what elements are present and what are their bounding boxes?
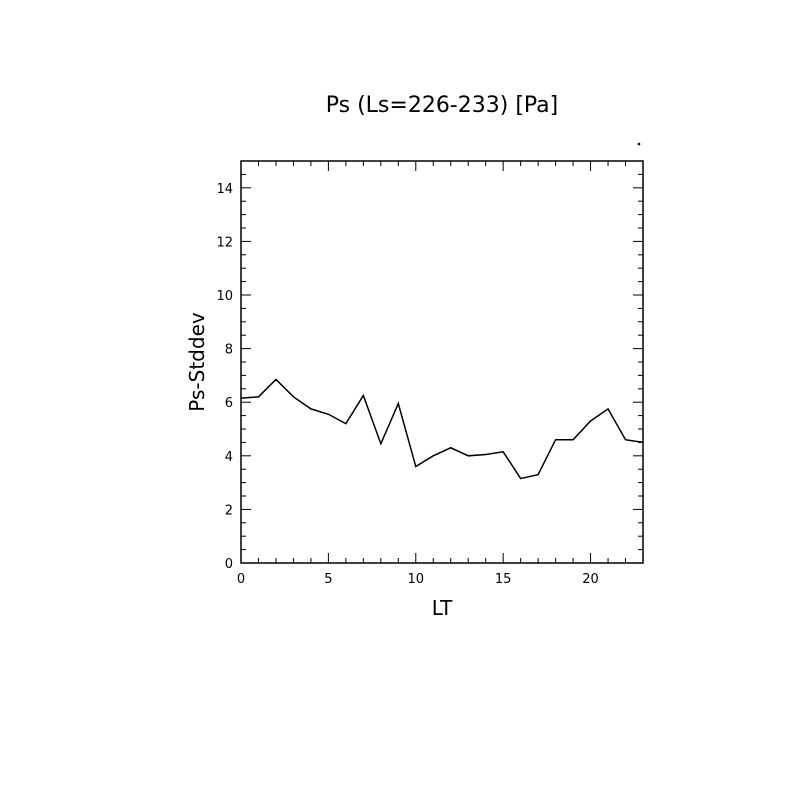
data-point (467, 455, 469, 457)
data-point (590, 420, 592, 422)
data-point (362, 395, 364, 397)
data-point (257, 396, 259, 398)
y-tick-label: 0 (225, 557, 233, 572)
chart-title: Ps (Ls=226-233) [Pa] (326, 93, 559, 118)
data-point (310, 408, 312, 410)
data-point (537, 474, 539, 476)
series-line (240, 378, 644, 480)
corner-dot (637, 142, 641, 146)
x-axis-label: LT (432, 596, 453, 620)
data-point (485, 453, 487, 455)
data-point (327, 413, 329, 415)
y-tick-label: 14 (216, 182, 233, 197)
x-ticks (240, 161, 644, 563)
data-point (642, 441, 644, 443)
y-tick-labels: 0 2 4 6 8 10 12 14 (216, 182, 233, 572)
data-point (520, 478, 522, 480)
data-point (625, 439, 627, 441)
plot-frame (240, 160, 644, 564)
x-tick-label: 10 (408, 572, 425, 587)
y-tick-label: 8 (225, 343, 233, 358)
y-tick-label: 12 (216, 235, 233, 250)
y-tick-label: 10 (216, 289, 233, 304)
data-point (432, 455, 434, 457)
data-point (380, 443, 382, 445)
x-tick-label: 15 (495, 572, 512, 587)
data-point (572, 439, 574, 441)
y-tick-label: 6 (225, 396, 233, 411)
y-tick-label: 2 (225, 503, 233, 518)
y-ticks (241, 160, 643, 564)
x-tick-labels: 0 5 10 15 20 (237, 572, 599, 587)
data-point (607, 408, 609, 410)
data-point (555, 439, 557, 441)
data-point (450, 447, 452, 449)
data-point (240, 397, 242, 399)
data-point (397, 403, 399, 405)
x-tick-label: 0 (237, 572, 245, 587)
data-point (502, 451, 504, 453)
x-tick-label: 5 (324, 572, 332, 587)
x-tick-label: 20 (582, 572, 599, 587)
y-axis-label: Ps-Stddev (185, 312, 209, 412)
data-point (275, 378, 277, 380)
data-point (345, 423, 347, 425)
data-point (292, 396, 294, 398)
data-point (415, 466, 417, 468)
y-tick-label: 4 (225, 450, 233, 465)
